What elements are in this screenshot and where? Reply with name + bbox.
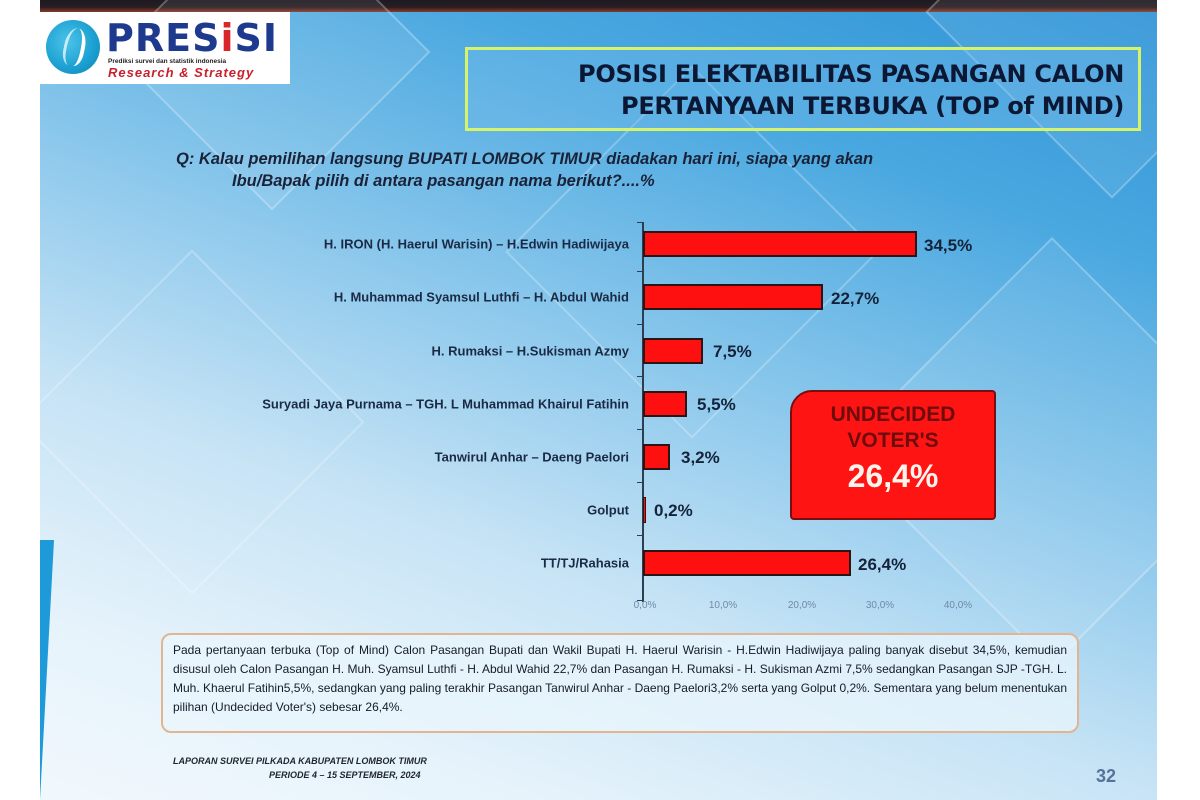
category-label: Tanwirul Anhar – Daeng Paelori <box>434 449 629 465</box>
x-tick-label: 30,0% <box>865 600 895 611</box>
bar <box>643 338 703 364</box>
top-band <box>40 0 1157 12</box>
axis-tick <box>637 271 643 272</box>
bar <box>643 550 851 576</box>
x-tick-label: 10,0% <box>708 600 738 611</box>
slide-title-line2: PERTANYAAN TERBUKA (TOP of MIND) <box>621 92 1124 120</box>
category-label: TT/TJ/Rahasia <box>540 555 629 571</box>
flame-logo-icon <box>46 20 100 74</box>
category-label: Suryadi Jaya Purnama – TGH. L Muhammad K… <box>262 396 629 412</box>
bar <box>643 391 687 417</box>
axis-tick <box>637 482 643 483</box>
bar <box>643 231 917 257</box>
bar-value-label: 7,5% <box>713 342 752 361</box>
category-label: H. Rumaksi – H.Sukisman Azmy <box>431 343 629 359</box>
presisi-logo: PRESiSI Prediksi survei dan statistik in… <box>40 12 290 84</box>
axis-tick <box>637 376 643 377</box>
bar-value-label: 5,5% <box>697 395 736 414</box>
x-tick-label: 20,0% <box>787 600 817 611</box>
bar <box>643 497 646 523</box>
bar-value-label: 34,5% <box>924 236 973 255</box>
slide-title-line1: POSISI ELEKTABILITAS PASANGAN CALON <box>578 60 1124 88</box>
axis-tick <box>637 324 643 325</box>
question-line1: Q: Kalau pemilihan langsung BUPATI LOMBO… <box>176 150 874 168</box>
bar-value-label: 3,2% <box>681 448 720 467</box>
bar <box>643 284 823 310</box>
axis-tick <box>637 600 643 601</box>
category-label: Golput <box>587 502 629 518</box>
undecided-voters-callout: UNDECIDED VOTER'S 26,4% <box>790 390 996 520</box>
bar-value-label: 26,4% <box>858 555 907 574</box>
logo-wordmark: PRESiSI <box>106 16 278 60</box>
bar-value-label: 0,2% <box>654 501 693 520</box>
left-accent-wedge <box>40 540 54 800</box>
logo-tagline: Prediksi survei dan statistik indonesia <box>108 58 227 65</box>
bar-value-label: 22,7% <box>831 289 880 308</box>
bar-chart: H. IRON (H. Haerul Warisin) – H.Edwin Ha… <box>40 0 1157 800</box>
slide: PRESiSI Prediksi survei dan statistik in… <box>40 0 1157 800</box>
footer-line2: PERIODE 4 – 15 SEPTEMBER, 2024 <box>269 770 421 780</box>
axis-tick <box>637 535 643 536</box>
survey-question: Q: Kalau pemilihan langsung BUPATI LOMBO… <box>176 148 1076 192</box>
callout-value: 26,4% <box>847 458 939 494</box>
bar <box>643 444 670 470</box>
page-number: 32 <box>1096 766 1117 786</box>
callout-line2: VOTER'S <box>847 429 939 452</box>
axis-tick <box>637 429 643 430</box>
slide-title-box: POSISI ELEKTABILITAS PASANGAN CALON PERT… <box>465 47 1141 131</box>
summary-text-box: Pada pertanyaan terbuka (Top of Mind) Ca… <box>161 633 1079 733</box>
category-label: H. IRON (H. Haerul Warisin) – H.Edwin Ha… <box>323 236 629 252</box>
axis-tick <box>637 222 643 223</box>
category-label: H. Muhammad Syamsul Luthfi – H. Abdul Wa… <box>333 289 629 305</box>
question-line2: Ibu/Bapak pilih di antara pasangan nama … <box>232 172 655 190</box>
callout-line1: UNDECIDED <box>830 403 956 426</box>
x-tick-label: 40,0% <box>943 600 973 611</box>
report-footer: LAPORAN SURVEI PILKADA KABUPATEN LOMBOK … <box>173 754 427 782</box>
x-tick-label: 0,0% <box>633 600 657 611</box>
logo-subtitle: Research & Strategy <box>108 65 255 80</box>
footer-line1: LAPORAN SURVEI PILKADA KABUPATEN LOMBOK … <box>173 756 427 766</box>
